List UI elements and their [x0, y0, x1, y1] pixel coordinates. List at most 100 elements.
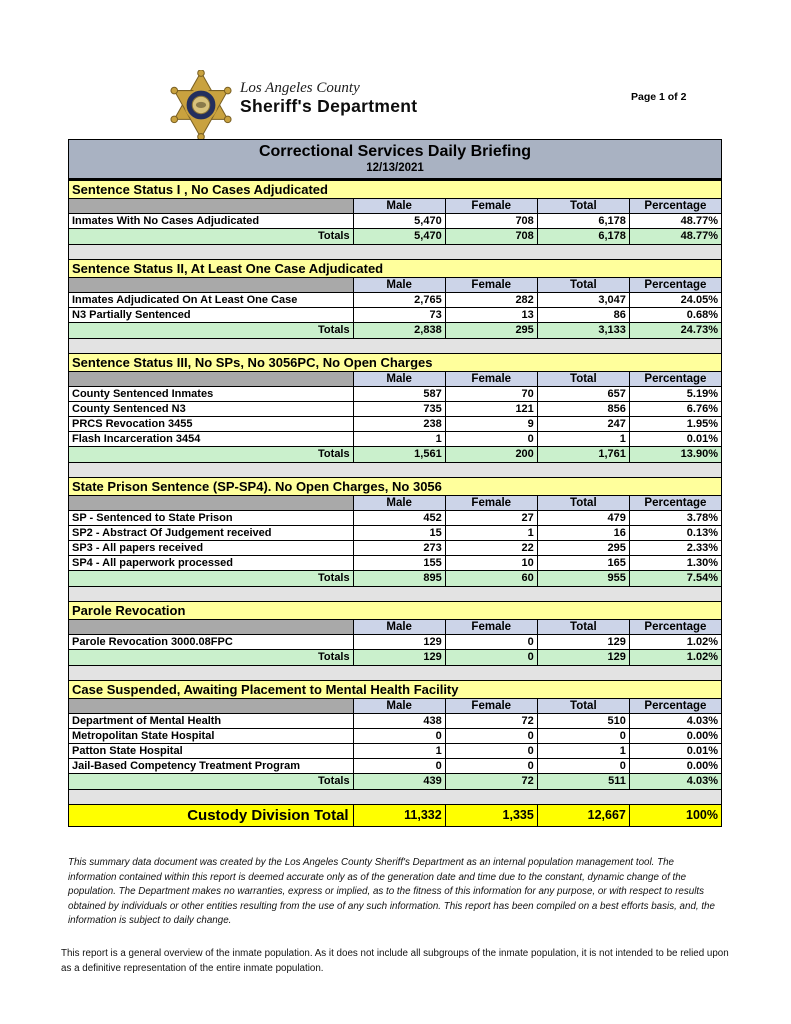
row-percentage-value: 4.03% [628, 714, 721, 728]
report-title-band: Correctional Services Daily Briefing 12/… [68, 139, 722, 179]
row-male-value: 452 [352, 511, 445, 525]
row-label: Inmates Adjudicated On At Least One Case [72, 294, 298, 306]
section-title: State Prison Sentence (SP-SP4). No Open … [69, 477, 721, 496]
row-percentage-value: 1.95% [628, 417, 721, 431]
section-totals-row: Totals 1,561 200 1,761 13.90% [69, 447, 721, 462]
column-header-spacer [69, 620, 353, 634]
totals-female-value: 200 [444, 447, 537, 462]
section-totals-row: Totals 895 60 955 7.54% [69, 571, 721, 586]
row-female-value: 0 [444, 759, 537, 773]
totals-female-value: 72 [444, 774, 537, 789]
column-header-percentage: Percentage [628, 620, 721, 634]
row-label: Department of Mental Health [72, 715, 222, 727]
section-title: Sentence Status I , No Cases Adjudicated [69, 180, 721, 199]
section-gap [68, 666, 722, 680]
row-female-value: 9 [444, 417, 537, 431]
column-header-male: Male [352, 278, 445, 292]
table-row: County Sentenced Inmates 587 70 657 5.19% [69, 387, 721, 402]
totals-label: Totals [318, 448, 350, 460]
row-percentage-value: 0.01% [628, 432, 721, 446]
column-header-row: Male Female Total Percentage [69, 620, 721, 635]
row-label: Jail-Based Competency Treatment Program [72, 760, 301, 772]
table-row: Parole Revocation 3000.08FPC 129 0 129 1.02% [69, 635, 721, 650]
row-label: County Sentenced N3 [72, 403, 186, 415]
table-row: PRCS Revocation 3455 238 9 247 1.95% [69, 417, 721, 432]
row-female-value: 0 [444, 432, 537, 446]
totals-total-value: 1,761 [536, 447, 629, 462]
row-label: Patton State Hospital [72, 745, 183, 757]
row-label: SP4 - All paperwork processed [72, 557, 233, 569]
row-percentage-value: 0.00% [628, 729, 721, 743]
row-male-value: 273 [352, 541, 445, 555]
table-row: Metropolitan State Hospital 0 0 0 0.00% [69, 729, 721, 744]
row-total-value: 479 [536, 511, 629, 525]
totals-total-value: 511 [536, 774, 629, 789]
totals-male-value: 2,838 [352, 323, 445, 338]
report-table: Correctional Services Daily Briefing 12/… [68, 139, 722, 827]
totals-percentage-value: 1.02% [628, 650, 721, 665]
row-label: PRCS Revocation 3455 [72, 418, 193, 430]
totals-male-value: 129 [352, 650, 445, 665]
row-percentage-value: 6.76% [628, 402, 721, 416]
section-gap [68, 790, 722, 804]
row-label: County Sentenced Inmates [72, 388, 214, 400]
column-header-male: Male [352, 620, 445, 634]
column-header-row: Male Female Total Percentage [69, 278, 721, 293]
row-female-value: 27 [444, 511, 537, 525]
row-female-value: 1 [444, 526, 537, 540]
column-header-spacer [69, 496, 353, 510]
table-row: Jail-Based Competency Treatment Program 0… [69, 759, 721, 774]
row-male-value: 129 [352, 635, 445, 649]
row-percentage-value: 0.68% [628, 308, 721, 322]
column-header-total: Total [536, 496, 629, 510]
section-gap [68, 339, 722, 353]
column-header-female: Female [444, 620, 537, 634]
row-male-value: 0 [352, 759, 445, 773]
column-header-total: Total [536, 699, 629, 713]
table-row: Inmates Adjudicated On At Least One Case… [69, 293, 721, 308]
row-total-value: 657 [536, 387, 629, 401]
column-header-percentage: Percentage [628, 199, 721, 213]
row-label: Flash Incarceration 3454 [72, 433, 201, 445]
section-totals-row: Totals 129 0 129 1.02% [69, 650, 721, 665]
row-female-value: 0 [444, 635, 537, 649]
row-female-value: 13 [444, 308, 537, 322]
totals-total-value: 3,133 [536, 323, 629, 338]
grand-total-female-value: 1,335 [444, 805, 537, 826]
row-female-value: 70 [444, 387, 537, 401]
column-header-spacer [69, 372, 353, 386]
page-indicator: Page 1 of 2 [631, 91, 687, 103]
row-percentage-value: 0.00% [628, 759, 721, 773]
sheriff-badge-icon [170, 70, 232, 142]
row-percentage-value: 5.19% [628, 387, 721, 401]
column-header-percentage: Percentage [628, 372, 721, 386]
section-gap [68, 245, 722, 259]
row-total-value: 129 [536, 635, 629, 649]
report-section: Sentence Status I , No Cases Adjudicated… [68, 179, 722, 245]
totals-male-value: 895 [352, 571, 445, 586]
row-male-value: 587 [352, 387, 445, 401]
row-male-value: 73 [352, 308, 445, 322]
disclaimer-text: This summary data document was created b… [68, 857, 715, 927]
row-male-value: 735 [352, 402, 445, 416]
row-percentage-value: 48.77% [628, 214, 721, 228]
report-section: Parole Revocation Male Female Total Percenta… [68, 601, 722, 666]
logo-text: Los Angeles County Sheriff's Department [240, 80, 417, 116]
table-row: SP - Sentenced to State Prison 452 27 479 3.… [69, 511, 721, 526]
totals-total-value: 6,178 [536, 229, 629, 244]
row-female-value: 72 [444, 714, 537, 728]
row-percentage-value: 3.78% [628, 511, 721, 525]
totals-label: Totals [318, 230, 350, 242]
grand-total-row: Custody Division Total 11,332 1,335 12,6… [68, 804, 722, 827]
column-header-female: Female [444, 278, 537, 292]
sections-list: Sentence Status I , No Cases Adjudicated… [68, 179, 722, 804]
report-date: 12/13/2021 [366, 162, 424, 174]
row-female-value: 0 [444, 744, 537, 758]
section-title: Parole Revocation [69, 601, 721, 620]
row-male-value: 2,765 [352, 293, 445, 307]
totals-female-value: 295 [444, 323, 537, 338]
column-header-total: Total [536, 278, 629, 292]
row-label: SP - Sentenced to State Prison [72, 512, 233, 524]
section-title: Sentence Status III, No SPs, No 3056PC, … [69, 353, 721, 372]
totals-male-value: 1,561 [352, 447, 445, 462]
